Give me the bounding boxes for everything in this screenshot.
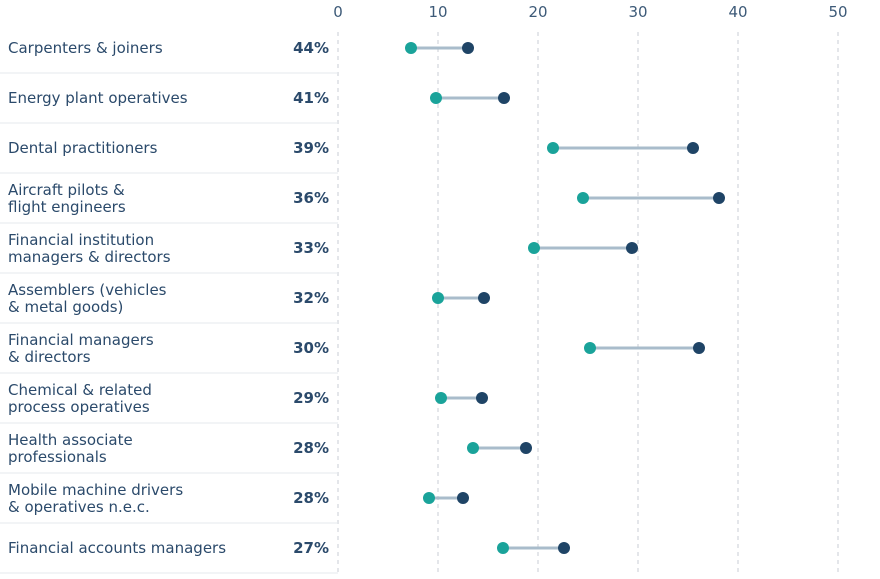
category-label: Mobile machine drivers (8, 481, 183, 499)
percentage-label: 30% (293, 339, 329, 357)
end-point (693, 342, 705, 354)
end-point (713, 192, 725, 204)
end-point (687, 142, 699, 154)
category-label: Carpenters & joiners (8, 39, 163, 57)
x-tick-label: 0 (333, 3, 343, 21)
percentage-label: 29% (293, 389, 329, 407)
percentage-label: 44% (293, 39, 329, 57)
percentage-label: 32% (293, 289, 329, 307)
start-point (584, 342, 596, 354)
percentage-label: 36% (293, 189, 329, 207)
percentage-label: 39% (293, 139, 329, 157)
end-point (626, 242, 638, 254)
category-label: managers & directors (8, 248, 171, 266)
start-point (528, 242, 540, 254)
category-label: & directors (8, 348, 91, 366)
category-label: Chemical & related (8, 381, 152, 399)
start-point (547, 142, 559, 154)
category-label: & operatives n.e.c. (8, 498, 150, 516)
category-label: professionals (8, 448, 107, 466)
category-label: Financial managers (8, 331, 154, 349)
category-label: Assemblers (vehicles (8, 281, 167, 299)
end-point (498, 92, 510, 104)
start-point (432, 292, 444, 304)
percentage-label: 28% (293, 439, 329, 457)
start-point (467, 442, 479, 454)
percentage-label: 28% (293, 489, 329, 507)
category-label: Energy plant operatives (8, 89, 188, 107)
category-label: Financial accounts managers (8, 539, 226, 557)
x-tick-label: 40 (728, 3, 747, 21)
end-point (457, 492, 469, 504)
x-tick-label: 20 (528, 3, 547, 21)
start-point (577, 192, 589, 204)
category-label: Aircraft pilots & (8, 181, 125, 199)
percentage-label: 41% (293, 89, 329, 107)
start-point (497, 542, 509, 554)
x-tick-label: 30 (628, 3, 647, 21)
end-point (476, 392, 488, 404)
start-point (405, 42, 417, 54)
category-label: process operatives (8, 398, 150, 416)
start-point (435, 392, 447, 404)
x-tick-label: 10 (428, 3, 447, 21)
end-point (558, 542, 570, 554)
end-point (520, 442, 532, 454)
end-point (462, 42, 474, 54)
start-point (430, 92, 442, 104)
percentage-label: 33% (293, 239, 329, 257)
category-label: flight engineers (8, 198, 126, 216)
x-tick-label: 50 (828, 3, 847, 21)
category-label: Health associate (8, 431, 133, 449)
category-label: Financial institution (8, 231, 154, 249)
percentage-label: 27% (293, 539, 329, 557)
end-point (478, 292, 490, 304)
category-label: Dental practitioners (8, 139, 158, 157)
start-point (423, 492, 435, 504)
category-label: & metal goods) (8, 298, 123, 316)
